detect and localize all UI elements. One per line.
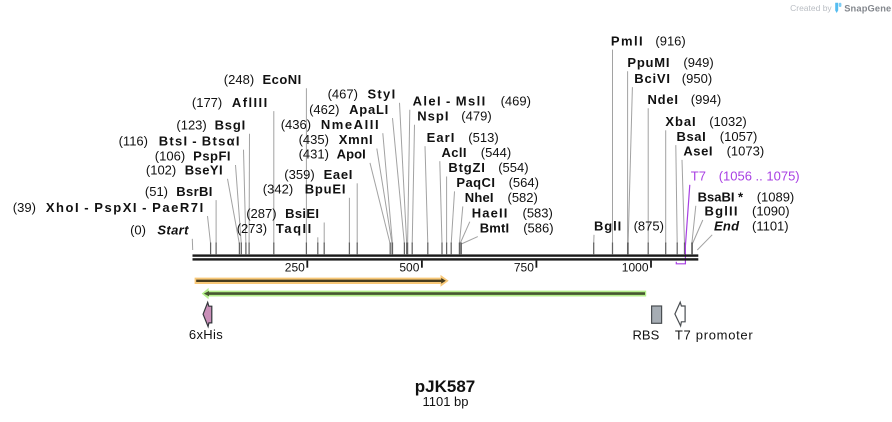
svg-text:(1057): (1057) (720, 129, 758, 144)
svg-text:(106): (106) (155, 149, 185, 164)
svg-text:AleI - MslI: AleI - MslI (413, 93, 487, 108)
svg-text:HaeII: HaeII (472, 205, 509, 220)
svg-text:Start: Start (157, 223, 189, 238)
svg-text:AflIII: AflIII (232, 95, 269, 110)
svg-text:XbaI: XbaI (665, 114, 696, 129)
svg-text:(950): (950) (682, 71, 712, 86)
svg-text:(39): (39) (13, 200, 36, 215)
svg-text:BsaI: BsaI (677, 129, 707, 144)
svg-text:250: 250 (285, 261, 305, 275)
svg-text:(435): (435) (299, 132, 329, 147)
svg-text:(1089): (1089) (757, 190, 795, 205)
svg-text:Created by: Created by (790, 3, 832, 13)
svg-text:T7 promoter: T7 promoter (675, 328, 754, 343)
svg-text:(469): (469) (501, 93, 531, 108)
svg-text:(564): (564) (509, 175, 539, 190)
svg-text:SnapGene: SnapGene (844, 3, 891, 13)
svg-text:BsaBI *: BsaBI * (698, 190, 744, 205)
svg-text:750: 750 (514, 261, 534, 275)
svg-text:PmlI: PmlI (611, 33, 644, 48)
svg-text:End: End (714, 219, 740, 234)
svg-text:(359): (359) (284, 167, 314, 182)
svg-text:TaqII: TaqII (276, 221, 313, 236)
svg-text:(287): (287) (246, 206, 276, 221)
svg-text:(1073): (1073) (727, 144, 765, 159)
svg-text:ApoI: ApoI (337, 147, 366, 162)
svg-text:EcoNI: EcoNI (263, 72, 302, 87)
svg-text:6xHis: 6xHis (189, 327, 223, 342)
svg-text:StyI: StyI (367, 87, 396, 102)
svg-text:(949): (949) (683, 55, 713, 70)
svg-text:(273): (273) (237, 221, 267, 236)
svg-text:(467): (467) (328, 87, 358, 102)
svg-text:RBS: RBS (633, 328, 660, 343)
svg-text:1101 bp: 1101 bp (422, 394, 468, 409)
svg-text:NmeAIII: NmeAIII (321, 117, 380, 132)
svg-text:AseI: AseI (683, 144, 713, 159)
svg-text:BglII: BglII (705, 204, 739, 219)
svg-text:XhoI - PspXI - PaeR7I: XhoI - PspXI - PaeR7I (46, 200, 205, 215)
svg-text:(916): (916) (655, 33, 685, 48)
svg-text:(1032): (1032) (709, 114, 747, 129)
svg-text:(1056 .. 1075): (1056 .. 1075) (719, 168, 800, 183)
svg-text:(431): (431) (299, 147, 329, 162)
svg-text:T7: T7 (691, 168, 706, 183)
svg-text:(342): (342) (263, 181, 293, 196)
svg-text:PpuMI: PpuMI (627, 55, 670, 70)
svg-text:(1101): (1101) (752, 219, 789, 234)
svg-text:(462): (462) (309, 102, 339, 117)
svg-text:(123): (123) (176, 117, 206, 132)
svg-text:(583): (583) (523, 205, 553, 220)
svg-text:(586): (586) (523, 220, 553, 235)
svg-text:(102): (102) (146, 163, 176, 178)
svg-text:XmnI: XmnI (339, 132, 374, 147)
svg-text:(554): (554) (498, 160, 528, 175)
svg-text:(177): (177) (192, 95, 222, 110)
svg-text:1000: 1000 (622, 261, 649, 275)
svg-text:BsiEI: BsiEI (285, 206, 319, 221)
svg-text:NdeI: NdeI (648, 92, 679, 107)
svg-text:BseYI: BseYI (185, 163, 223, 178)
svg-text:(544): (544) (481, 145, 511, 160)
svg-text:(436): (436) (281, 117, 311, 132)
svg-text:500: 500 (399, 261, 419, 275)
svg-text:ApaLI: ApaLI (349, 102, 389, 117)
svg-text:NheI: NheI (465, 190, 494, 205)
svg-text:EarI: EarI (427, 130, 456, 145)
svg-text:BtgZI: BtgZI (448, 160, 485, 175)
svg-text:(1090): (1090) (752, 204, 790, 219)
svg-text:(513): (513) (468, 130, 498, 145)
svg-text:EaeI: EaeI (324, 167, 354, 182)
svg-text:(0): (0) (130, 223, 146, 238)
svg-text:(875): (875) (634, 219, 664, 234)
svg-text:AclI: AclI (442, 145, 467, 160)
svg-text:(479): (479) (461, 108, 491, 123)
svg-text:NspI: NspI (417, 108, 449, 123)
svg-text:(582): (582) (508, 190, 538, 205)
svg-text:(994): (994) (691, 92, 721, 107)
svg-text:(116): (116) (119, 133, 148, 148)
svg-text:BsrBI: BsrBI (176, 184, 213, 199)
svg-text:BpuEI: BpuEI (305, 181, 347, 196)
svg-text:BtsI - BtsαI: BtsI - BtsαI (159, 133, 241, 148)
svg-text:(51): (51) (145, 184, 168, 199)
svg-text:PspFI: PspFI (193, 149, 231, 164)
svg-text:BsgI: BsgI (215, 117, 246, 132)
svg-text:BglI: BglI (594, 219, 622, 234)
svg-text:(248): (248) (224, 72, 254, 87)
svg-text:BciVI: BciVI (634, 71, 671, 86)
svg-text:BmtI: BmtI (480, 220, 510, 235)
svg-text:PaqCI: PaqCI (456, 175, 495, 190)
